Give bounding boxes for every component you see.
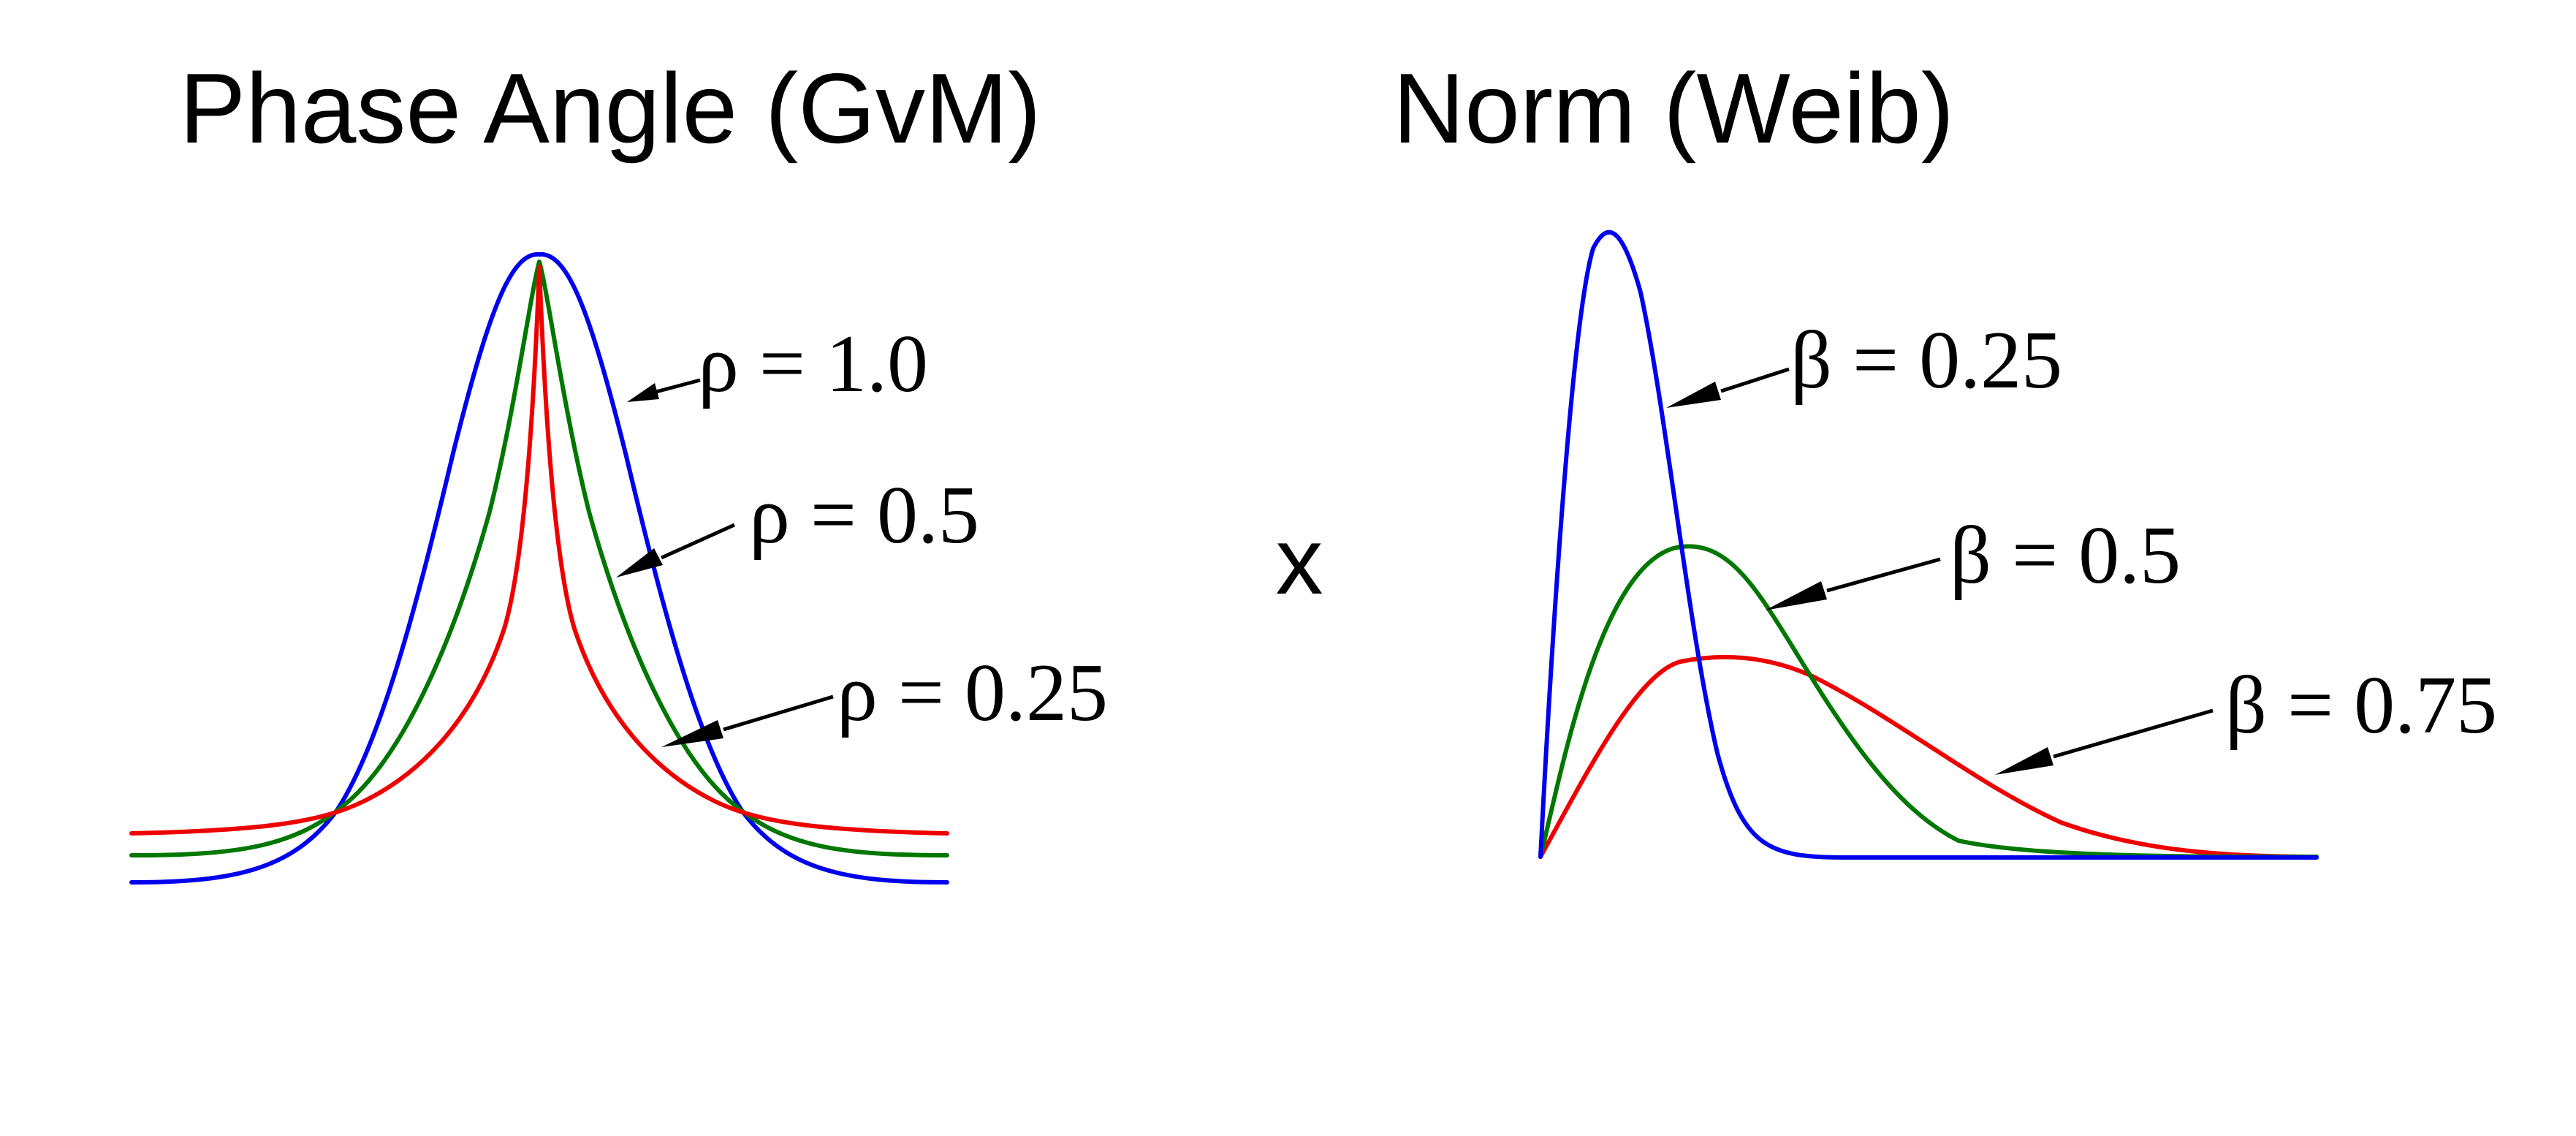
label-beta-0-5: β = 0.5	[1950, 510, 2181, 601]
pointer-beta-0-25	[1666, 367, 1790, 408]
pointer-beta-0-5	[1765, 557, 1941, 610]
pointer-rho-0-5	[616, 523, 736, 578]
label-beta-0-75: β = 0.75	[2225, 660, 2497, 751]
phase-angle-title: Phase Angle (GvM)	[179, 53, 1041, 164]
gvm-curve-rho-0-25	[129, 265, 949, 836]
norm-panel: Norm (Weib) β = 0.25 β = 0.5 β = 0.75	[1393, 53, 2497, 860]
label-rho-0-5: ρ = 0.5	[749, 470, 979, 561]
gvm-curve-rho-1-0	[129, 251, 949, 885]
pointer-beta-0-75	[1995, 708, 2214, 775]
phase-angle-panel: Phase Angle (GvM) ρ = 1.0 ρ = 0.5 ρ = 0.…	[129, 53, 1108, 885]
label-beta-0-25: β = 0.25	[1790, 315, 2062, 406]
pointer-rho-1-0	[627, 378, 701, 402]
pointer-rho-0-25	[661, 694, 834, 747]
label-rho-1-0: ρ = 1.0	[698, 319, 928, 409]
weibull-curve-beta-0-5	[1538, 544, 2319, 859]
label-rho-0-25: ρ = 0.25	[837, 648, 1108, 738]
norm-title: Norm (Weib)	[1393, 53, 1954, 164]
gvm-curve-rho-0-5	[129, 260, 949, 857]
weibull-curve-beta-0-25	[1538, 230, 2319, 860]
multiplication-operator: x	[1276, 507, 1323, 614]
weibull-curve-beta-0-75	[1538, 654, 2319, 859]
